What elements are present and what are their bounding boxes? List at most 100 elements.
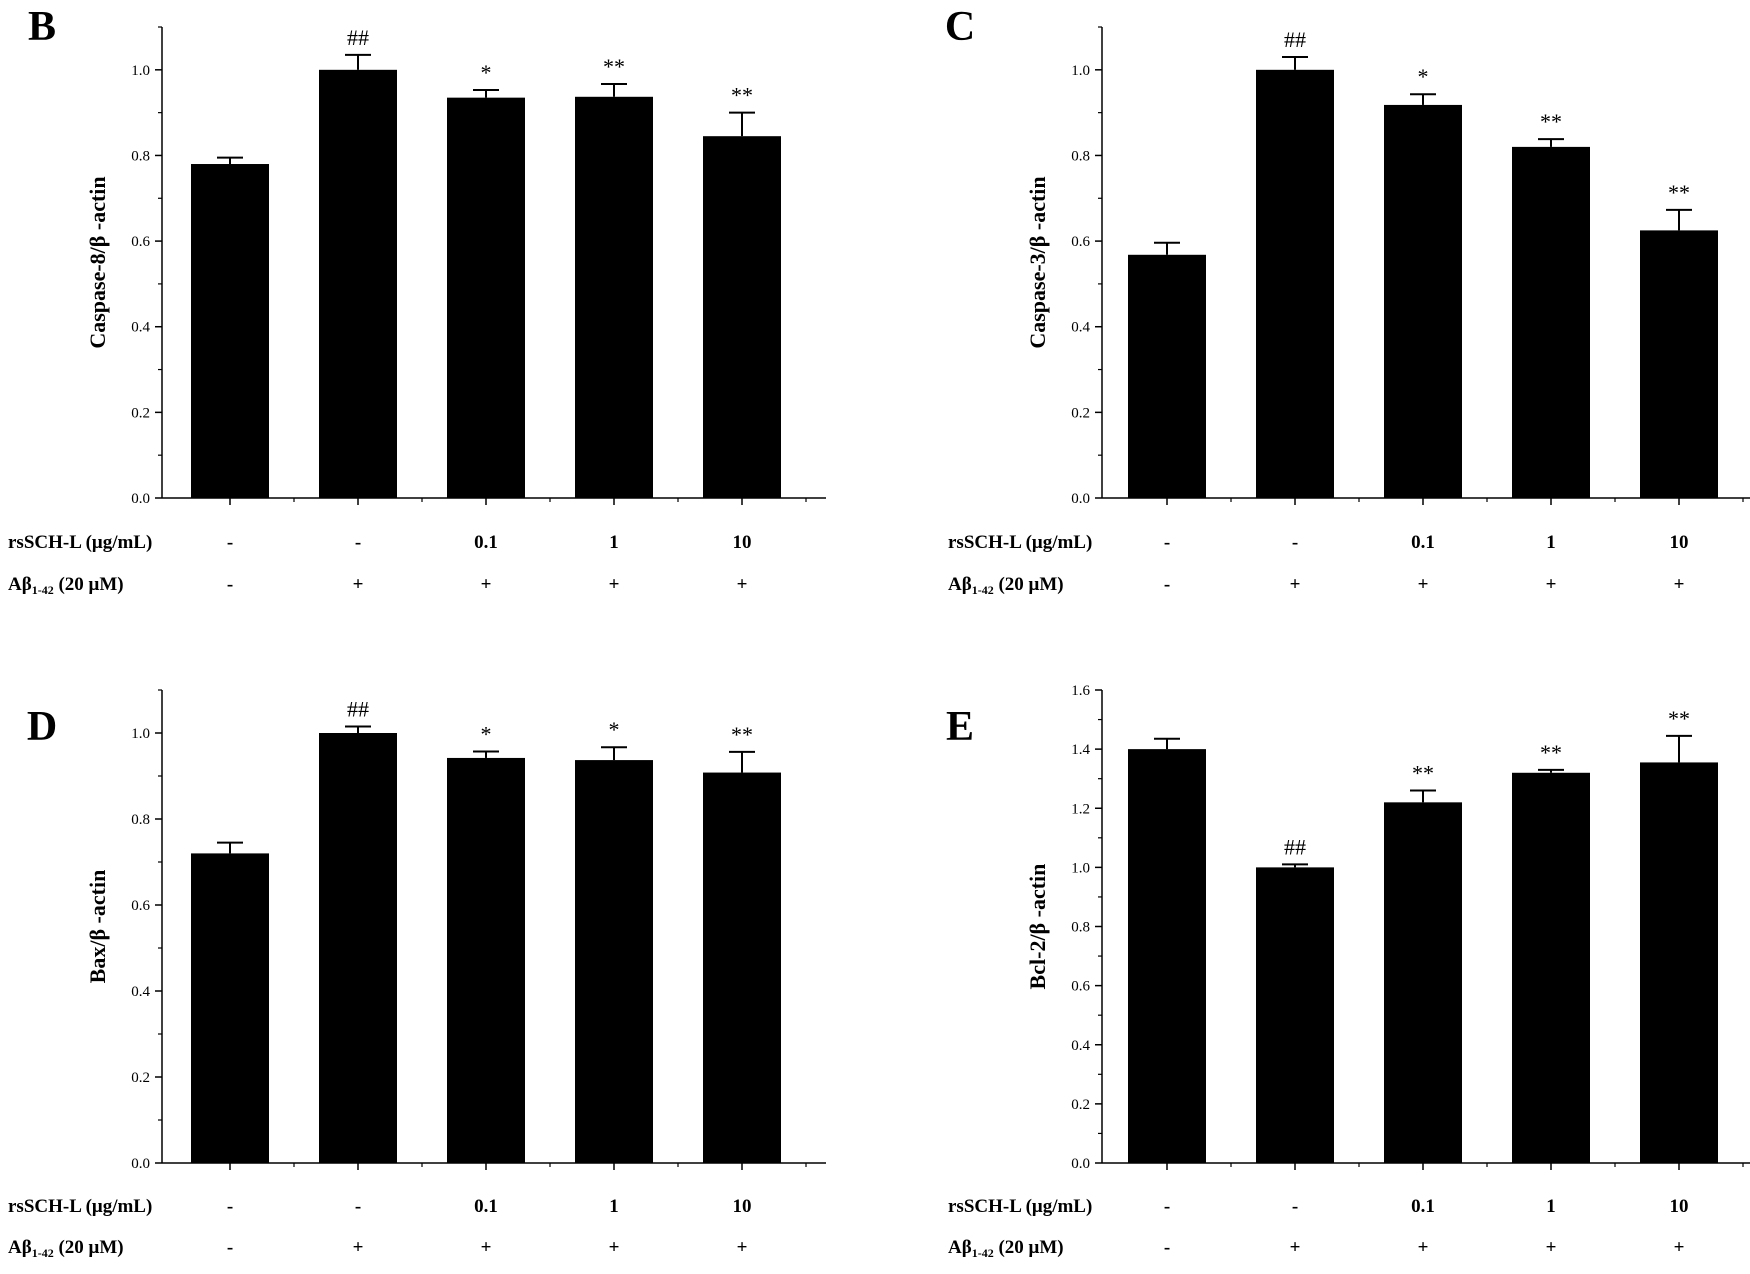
significance-label: ** (603, 54, 625, 79)
y-tick-label: 0.2 (1071, 1097, 1090, 1113)
panel-b: B 0.0 0.2 0.4 0.6 0.8 1.0 Caspase-8/β -actin - - #… (8, 4, 826, 597)
y-tick-label: 0.0 (131, 1156, 150, 1172)
y-tick-label: 1.0 (1071, 860, 1090, 876)
y-axis-label: Caspase-3/β -actin (1025, 176, 1050, 348)
y-tick-label: 1.2 (1071, 801, 1090, 817)
ab-condition-value: + (481, 574, 492, 595)
y-tick-label: 0.2 (131, 1070, 150, 1086)
rs-condition-value: 1 (1546, 1196, 1556, 1217)
rs-condition-label: rsSCH-L (μg/mL) (8, 1196, 152, 1217)
y-tick-label: 0.6 (131, 898, 150, 914)
ab-condition-value: + (609, 1237, 620, 1258)
rs-condition-value: 1 (609, 532, 619, 553)
panel-letter: B (28, 4, 56, 50)
rs-condition-value: 1 (1546, 532, 1556, 553)
significance-label: ** (1540, 109, 1562, 134)
bar (575, 96, 653, 498)
ab-subscript: 1-42 (972, 1246, 994, 1260)
ab-condition-value: + (1546, 574, 1557, 595)
bar (1256, 867, 1334, 1163)
panel-d: D 0.0 0.2 0.4 0.6 0.8 1.0 Bax/β -actin - - ## - + * 0.… (8, 689, 826, 1260)
y-tick-label: 0.8 (1071, 148, 1090, 164)
bar (319, 69, 397, 499)
ab-condition-value: + (481, 1237, 492, 1258)
bar (703, 772, 781, 1163)
significance-label: * (1418, 64, 1429, 89)
ab-condition-value: - (1164, 574, 1170, 595)
ab-condition-label: Aβ1-42 (20 μM) (8, 574, 124, 597)
significance-label: ** (1540, 740, 1562, 765)
ab-condition-value: + (609, 574, 620, 595)
bar (447, 757, 525, 1163)
ab-condition-value: + (1546, 1237, 1557, 1258)
rs-condition-value: - (1164, 532, 1170, 553)
ab-condition-value: - (1164, 1237, 1170, 1258)
bar (1512, 146, 1590, 498)
bar (319, 733, 397, 1163)
significance-label: * (481, 60, 492, 85)
ab-rest: (20 μM) (994, 574, 1064, 595)
bar (703, 136, 781, 498)
ab-condition-value: + (1290, 574, 1301, 595)
bar (1640, 230, 1718, 499)
rs-condition-label: rsSCH-L (μg/mL) (8, 532, 152, 553)
ab-main: Aβ (8, 574, 32, 595)
panel-c: C 0.0 0.2 0.4 0.6 0.8 1.0 Caspase-3/β -actin - - #… (945, 4, 1750, 597)
rs-condition-value: - (1292, 532, 1298, 553)
ab-condition-value: + (737, 574, 748, 595)
bar (191, 853, 269, 1163)
ab-condition-value: + (1418, 1237, 1429, 1258)
rs-condition-value: 0.1 (474, 532, 498, 553)
ab-subscript: 1-42 (32, 1246, 54, 1260)
rs-condition-value: - (1164, 1196, 1170, 1217)
ab-condition-value: + (1418, 574, 1429, 595)
ab-condition-value: + (737, 1237, 748, 1258)
ab-rest: (20 μM) (54, 1237, 124, 1258)
y-tick-label: 0.6 (1071, 979, 1090, 995)
ab-rest: (20 μM) (994, 1237, 1064, 1258)
y-tick-label: 0.2 (131, 405, 150, 421)
significance-label: ** (1668, 706, 1690, 731)
y-axis-label: Caspase-8/β -actin (85, 176, 110, 348)
y-tick-label: 0.6 (131, 234, 150, 250)
y-tick-label: 0.0 (1071, 491, 1090, 507)
bar (1512, 772, 1590, 1163)
rs-condition-label: rsSCH-L (μg/mL) (948, 1196, 1092, 1217)
y-tick-label: 1.6 (1071, 683, 1090, 699)
rs-condition-value: 0.1 (1411, 1196, 1435, 1217)
bar (575, 760, 653, 1163)
y-tick-label: 0.8 (131, 812, 150, 828)
ab-condition-value: + (353, 574, 364, 595)
rs-condition-value: 10 (733, 532, 752, 553)
y-tick-label: 0.0 (131, 491, 150, 507)
ab-condition-value: + (1674, 1237, 1685, 1258)
significance-label: ** (1412, 761, 1434, 786)
significance-label: ## (347, 25, 369, 50)
ab-main: Aβ (948, 574, 972, 595)
significance-label: ** (731, 83, 753, 108)
ab-condition-value: + (1290, 1237, 1301, 1258)
rs-condition-value: - (1292, 1196, 1298, 1217)
ab-main: Aβ (8, 1237, 32, 1258)
significance-label: ## (1284, 834, 1306, 859)
y-axis-label: Bax/β -actin (85, 870, 110, 984)
rs-condition-value: 10 (733, 1196, 752, 1217)
ab-condition-value: - (227, 1237, 233, 1258)
y-tick-label: 1.4 (1071, 742, 1090, 758)
y-tick-label: 0.4 (1071, 320, 1090, 336)
y-tick-label: 0.4 (131, 320, 150, 336)
y-tick-label: 0.6 (1071, 234, 1090, 250)
y-axis-label: Bcl-2/β -actin (1025, 864, 1050, 990)
ab-condition-label: Aβ1-42 (20 μM) (948, 574, 1064, 597)
panel-e: E 0.0 0.2 0.4 0.6 0.8 1.0 1.2 1.4 1.6 Bcl-2/β -act… (946, 683, 1750, 1260)
bar (191, 164, 269, 498)
y-tick-label: 0.4 (131, 984, 150, 1000)
panel-letter: C (945, 4, 975, 50)
ab-subscript: 1-42 (972, 583, 994, 597)
ab-condition-value: + (1674, 574, 1685, 595)
bar (1128, 749, 1206, 1163)
y-tick-label: 1.0 (131, 726, 150, 742)
ab-condition-value: + (353, 1237, 364, 1258)
y-tick-label: 1.0 (1071, 63, 1090, 79)
significance-label: ** (731, 722, 753, 747)
